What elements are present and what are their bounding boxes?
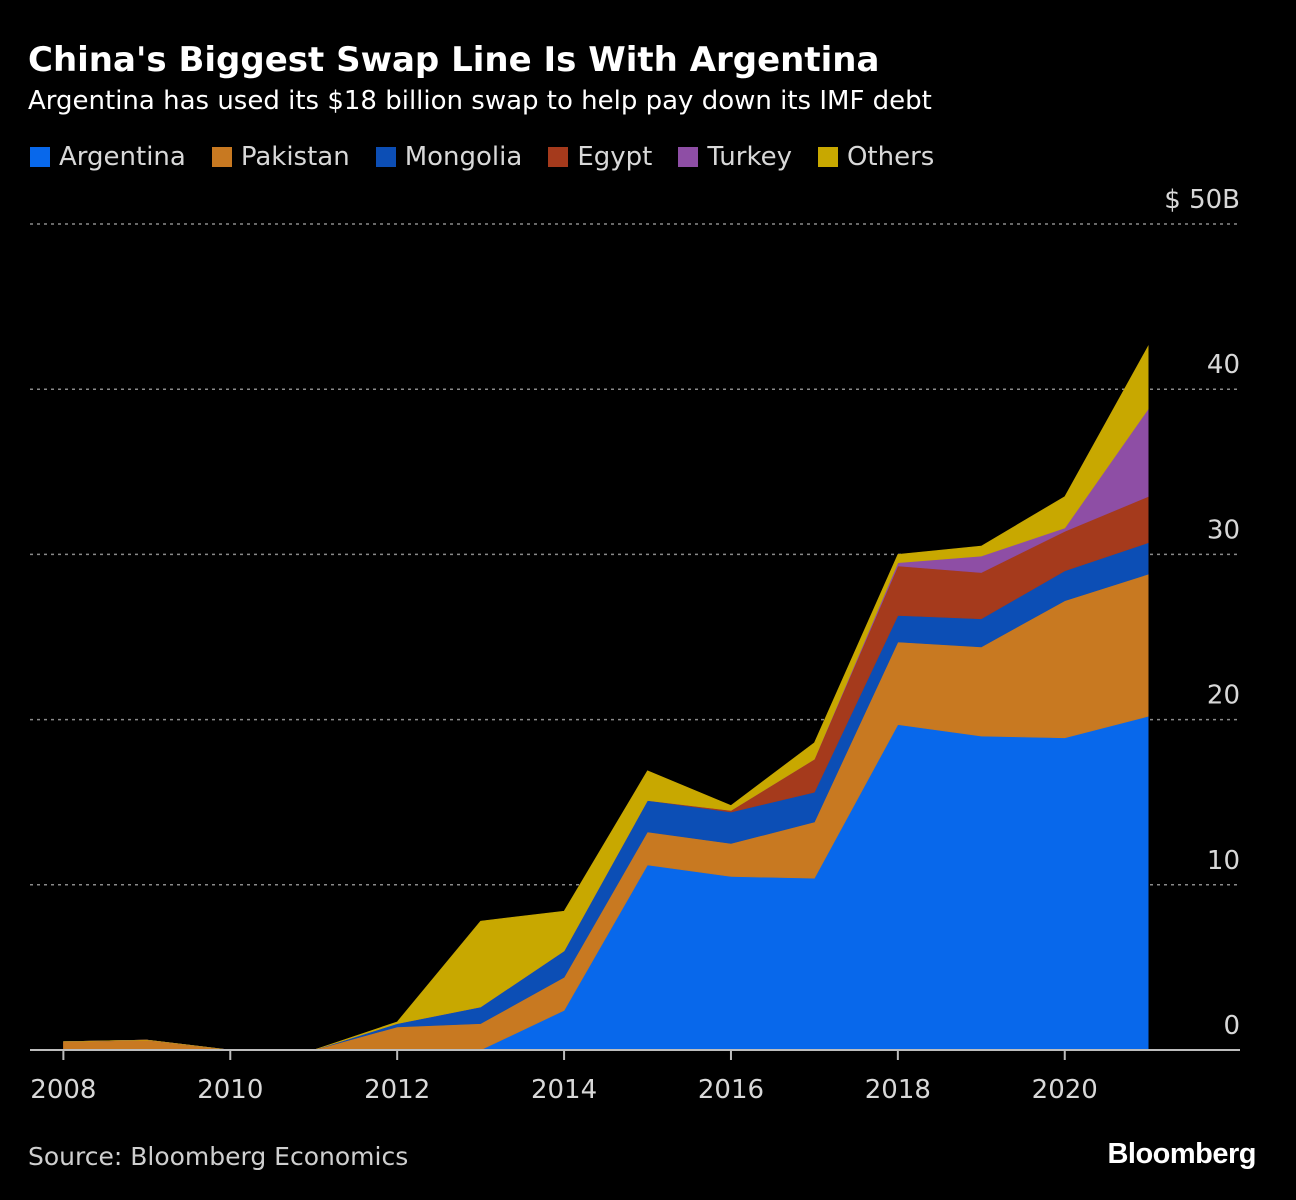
legend-swatch (548, 147, 569, 167)
source-note: Source: Bloomberg Economics (28, 1142, 409, 1171)
legend-item-turkey: Turkey (678, 142, 792, 172)
legend-swatch (817, 147, 838, 167)
legend-item-others: Others (817, 142, 935, 172)
legend-swatch (678, 147, 699, 167)
y-tick-label: 40 (1207, 350, 1240, 380)
axes: 0 10 20 30 40 $ 50B 2008 2010 2012 2014 2016 2018 20… (30, 185, 1240, 1105)
x-tick-label: 2018 (865, 1075, 931, 1105)
legend-item-argentina: Argentina (30, 142, 186, 172)
y-tick-label: 30 (1207, 515, 1240, 545)
legend-swatch (375, 147, 396, 167)
y-tick-label: 10 (1207, 846, 1240, 876)
chart-legend: Argentina Pakistan Mongolia Egypt Turkey Othe… (30, 142, 960, 172)
legend-swatch (211, 147, 232, 167)
x-tick-label: 2016 (698, 1075, 764, 1105)
chart-title: China's Biggest Swap Line Is With Argent… (28, 40, 880, 80)
x-tick-label: 2014 (531, 1075, 597, 1105)
legend-item-pakistan: Pakistan (211, 142, 350, 172)
bloomberg-logo: Bloomberg (1107, 1138, 1256, 1170)
x-tick-label: 2010 (197, 1075, 263, 1105)
legend-swatch (30, 147, 50, 167)
legend-label: Argentina (59, 142, 186, 172)
legend-label: Mongolia (404, 142, 523, 172)
legend-item-egypt: Egypt (548, 142, 652, 172)
y-tick-label: 20 (1207, 681, 1240, 711)
legend-item-mongolia: Mongolia (375, 142, 523, 172)
chart-subtitle: Argentina has used its $18 billion swap … (28, 86, 932, 116)
legend-label: Turkey (707, 142, 792, 172)
y-tick-label: $ 50B (1164, 185, 1240, 215)
x-tick-label: 2012 (364, 1075, 430, 1105)
y-tick-label: 0 (1223, 1011, 1240, 1041)
legend-label: Egypt (577, 142, 653, 172)
legend-label: Pakistan (240, 142, 350, 172)
legend-label: Others (846, 142, 935, 172)
area-others (63, 345, 1149, 1051)
series-areas (63, 345, 1149, 1051)
x-tick-label: 2020 (1032, 1075, 1098, 1105)
x-tick-label: 2008 (30, 1075, 96, 1105)
